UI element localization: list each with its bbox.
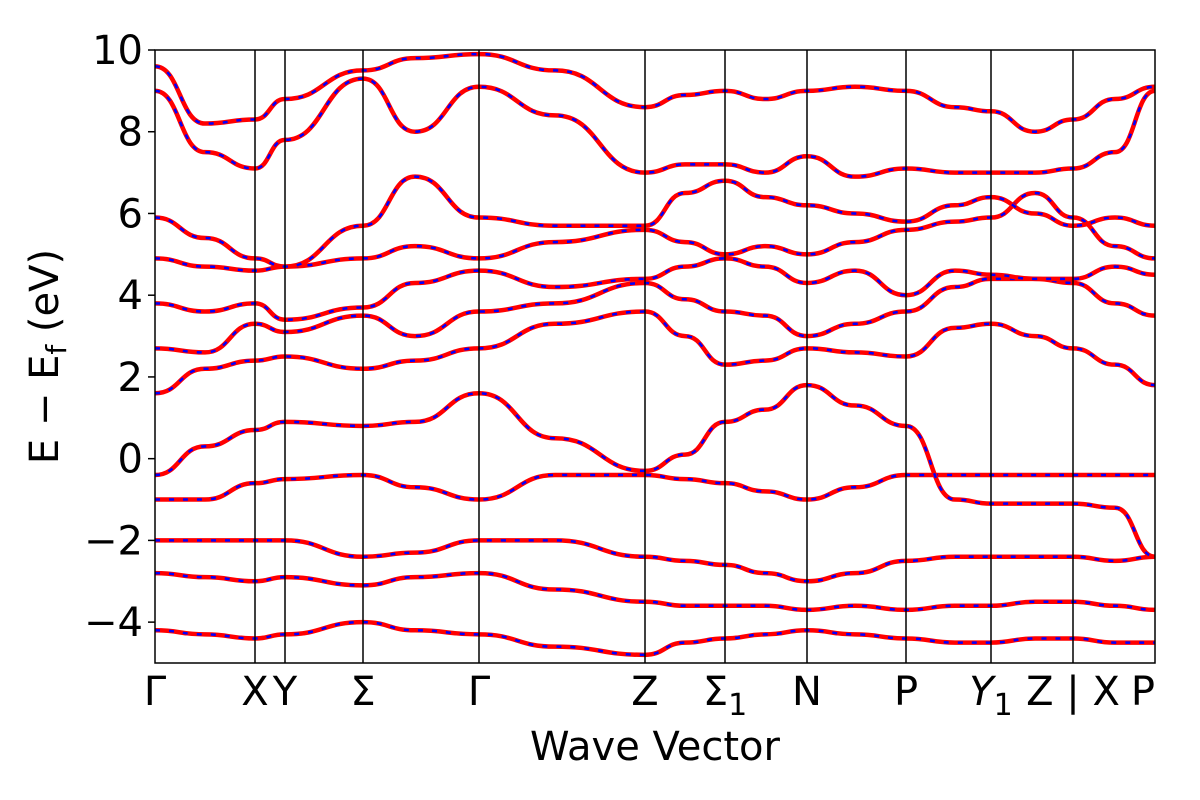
y-axis-label-unit: (eV) bbox=[22, 249, 68, 345]
x-tick-label: Σ bbox=[350, 669, 375, 715]
x-tick-label: Z | X bbox=[1026, 669, 1120, 715]
x-tick-label: Y1 bbox=[969, 669, 1013, 723]
x-tick-label: P bbox=[894, 669, 918, 715]
band-line-dashed-12 bbox=[155, 52, 1155, 133]
band-line-10 bbox=[155, 174, 1155, 269]
band-line-dashed-8 bbox=[155, 257, 1155, 321]
y-tick-label: 0 bbox=[118, 437, 143, 483]
band-line-12 bbox=[155, 51, 1155, 134]
y-tick-label: 8 bbox=[118, 110, 143, 156]
y-tick-label: −4 bbox=[84, 600, 143, 646]
band-line-dashed-3 bbox=[155, 539, 1155, 583]
band-line-dashed-11 bbox=[155, 77, 1155, 178]
x-tick-label: P bbox=[1131, 669, 1155, 715]
y-tick-label: −2 bbox=[84, 518, 143, 564]
y-tick-label: 6 bbox=[118, 191, 143, 237]
plot-frame bbox=[154, 49, 1156, 664]
y-axis-ticks: 10 8 6 4 2 0 −2 −4 bbox=[84, 28, 155, 646]
x-tick-label: Γ bbox=[144, 669, 167, 715]
y-tick-label: 4 bbox=[118, 273, 143, 319]
band-line-dashed-6 bbox=[155, 310, 1155, 395]
high-symmetry-lines bbox=[254, 50, 1074, 663]
y-tick-label: 10 bbox=[92, 28, 143, 74]
band-line-11 bbox=[155, 76, 1155, 179]
band-line-1 bbox=[155, 619, 1155, 658]
band-line-5 bbox=[155, 382, 1155, 559]
y-axis-label-main: E − E bbox=[22, 355, 68, 465]
y-axis-label: E − Ef (eV) bbox=[22, 249, 73, 464]
x-tick-label: Y bbox=[272, 669, 298, 715]
band-line-4 bbox=[155, 472, 1155, 502]
x-tick-label: X bbox=[241, 669, 268, 715]
band-lines bbox=[155, 51, 1155, 658]
x-tick-label: Z bbox=[631, 669, 658, 715]
band-line-dashed-1 bbox=[155, 620, 1155, 657]
y-tick-label: 2 bbox=[118, 355, 143, 401]
y-axis-label-subscript: f bbox=[40, 344, 73, 355]
x-tick-label: Σ1 bbox=[703, 669, 747, 723]
band-line-dashed-7 bbox=[155, 277, 1155, 354]
band-line-3 bbox=[155, 538, 1155, 584]
x-axis-label: Wave Vector bbox=[530, 724, 781, 770]
x-tick-label: N bbox=[792, 669, 822, 715]
band-line-dashed-10 bbox=[155, 175, 1155, 268]
band-line-dashed-4 bbox=[155, 473, 1155, 501]
band-line-dashed-2 bbox=[155, 571, 1155, 612]
x-tick-label: Γ bbox=[468, 669, 491, 715]
band-line-9 bbox=[155, 190, 1155, 273]
band-line-6 bbox=[155, 309, 1155, 396]
